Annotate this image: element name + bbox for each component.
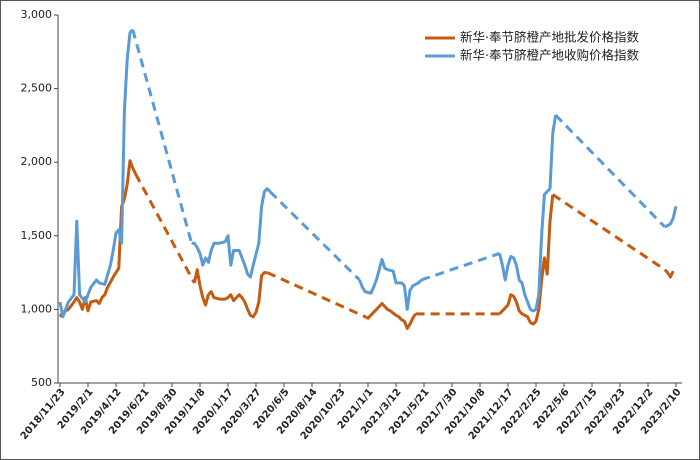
interpolated-line — [554, 114, 666, 229]
interpolated-line — [268, 190, 361, 282]
interpolated-line — [266, 271, 366, 319]
series-line — [58, 159, 137, 318]
interpolated-line — [134, 173, 196, 284]
interpolated-line — [420, 252, 501, 282]
y-tick-label: 2,000 — [21, 155, 53, 168]
series-line — [358, 257, 423, 311]
legend-label: 新华·奉节脐橙产地收购价格指数 — [460, 48, 639, 63]
series-line — [663, 268, 675, 279]
series-line — [498, 194, 555, 326]
y-tick-label: 2,500 — [21, 82, 53, 95]
series-line — [192, 268, 268, 319]
y-tick-label: 500 — [31, 376, 52, 389]
interpolated-line — [131, 29, 194, 244]
series-line — [58, 28, 134, 319]
interpolated-line — [551, 193, 666, 271]
y-tick-label: 1,500 — [21, 229, 53, 242]
y-tick-label: 3,000 — [21, 8, 53, 21]
series-line — [498, 114, 558, 313]
series-line — [664, 206, 678, 229]
y-tick-label: 1,000 — [21, 302, 53, 315]
series-line — [191, 187, 272, 279]
series-line — [364, 302, 417, 330]
legend-label: 新华·奉节脐橙产地批发价格指数 — [460, 30, 639, 45]
